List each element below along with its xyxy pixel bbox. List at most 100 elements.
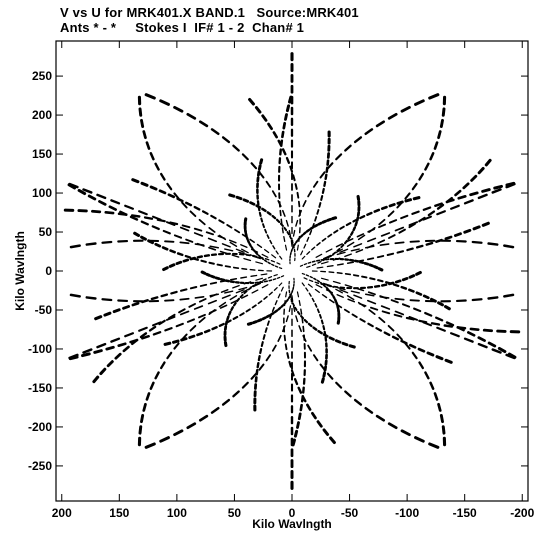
uv-track-dash (443, 324, 454, 328)
uv-track-dash (450, 332, 460, 338)
uv-track-dash (264, 258, 270, 261)
uv-track-dash (262, 278, 267, 282)
uv-track-dash (240, 244, 248, 248)
uv-track-dash (245, 253, 252, 257)
uv-track-dash (302, 200, 307, 208)
uv-track-dash (309, 275, 313, 279)
uv-track-dash (283, 334, 287, 342)
uv-track-dash (232, 315, 239, 321)
uv-track-dash (315, 253, 323, 258)
x-tick-label: 100 (167, 506, 187, 520)
uv-track-dash (141, 334, 150, 340)
uv-track-dash (245, 308, 251, 313)
uv-track-dash (367, 322, 374, 328)
uv-track-dash (321, 187, 325, 194)
uv-track-dash (409, 240, 420, 243)
uv-track-dash (319, 171, 326, 179)
uv-track-dash (311, 246, 316, 251)
uv-track-dash (318, 202, 322, 208)
uv-track-dash (296, 191, 300, 199)
uv-track-dash (472, 225, 481, 231)
uv-track-dash (415, 244, 424, 249)
uv-track-dash (148, 325, 157, 332)
uv-track-dash (189, 324, 197, 332)
uv-track-dash (359, 318, 366, 323)
uv-track-dash (314, 288, 320, 294)
uv-track-dash (175, 322, 184, 328)
uv-track-dash (364, 406, 374, 414)
uv-track-dash (241, 381, 249, 389)
uv-track-dash (346, 241, 355, 247)
uv-track-dash (260, 341, 264, 348)
uv-track-dash (322, 325, 326, 331)
uv-track-dash (188, 334, 196, 339)
uv-track-dash (180, 337, 188, 342)
uv-track-dash (378, 223, 386, 229)
uv-track-dash (299, 234, 304, 238)
uv-track-dash (221, 398, 231, 406)
uv-track-dash (261, 316, 267, 321)
uv-track-dash (68, 355, 79, 361)
uv-track-dash (302, 231, 307, 236)
uv-track-dash (140, 181, 149, 187)
uv-track-dash (358, 302, 367, 307)
uv-track-dash (436, 326, 446, 332)
uv-track-dash (418, 361, 425, 370)
uv-track-dash (487, 242, 499, 246)
uv-track-dash (355, 249, 364, 253)
uv-track-dash (188, 303, 196, 308)
uv-track-dash (131, 338, 139, 346)
uv-track-dash (138, 107, 143, 117)
uv-track-dash (286, 231, 290, 236)
uv-track-dash (122, 305, 131, 310)
uv-track-dash (285, 104, 291, 113)
uv-track-dash (166, 182, 173, 191)
uv-track-dash (154, 371, 160, 380)
uv-track-dash (292, 305, 296, 313)
uv-track-dash (189, 210, 197, 218)
uv-track-dash (326, 372, 334, 380)
uv-track-dash (364, 128, 374, 136)
uv-track-dash (294, 306, 298, 311)
uv-track-dash (375, 120, 386, 128)
uv-track-dash (411, 351, 418, 360)
uv-track-dash (186, 422, 197, 430)
uv-track-dash (463, 337, 474, 343)
uv-track-dash (377, 279, 384, 283)
uv-track-dash (232, 144, 240, 152)
uv-track-dash (344, 273, 352, 276)
uv-track-dash (435, 316, 444, 322)
uv-track-dash (203, 254, 211, 258)
uv-track-dash (208, 227, 216, 233)
uv-track-dash (367, 299, 377, 305)
uv-track-dash (198, 120, 209, 128)
uv-track-dash (282, 121, 287, 130)
uv-track-dash (266, 211, 272, 216)
uv-track-dash (267, 261, 271, 265)
y-tick-label: -100 (28, 342, 52, 356)
uv-track-dash (255, 369, 259, 376)
uv-track-dash (311, 260, 316, 263)
uv-track-dash (364, 293, 375, 297)
uv-track-dash (383, 331, 391, 337)
uv-track-dash (138, 210, 148, 216)
uv-track-dash (158, 189, 167, 195)
uv-track-dash (433, 392, 439, 401)
uv-track-dash (380, 283, 388, 287)
uv-track-dash (291, 245, 295, 250)
uv-track-dash (390, 299, 399, 304)
uv-track-dash (288, 229, 292, 237)
uv-track-dash (322, 284, 327, 288)
uv-track-dash (424, 162, 430, 171)
uv-track-dash (308, 279, 314, 283)
uv-track-dash (179, 297, 190, 301)
uv-track-dash (387, 422, 398, 430)
uv-track-dash (160, 293, 169, 298)
uv-track-dash (328, 289, 332, 294)
uv-track-dash (281, 227, 284, 234)
uv-track-dash (273, 274, 278, 277)
uv-track-dash (326, 265, 334, 268)
uv-track-dash (143, 216, 154, 220)
uv-track-dash (230, 306, 234, 312)
uv-track-dash (387, 210, 395, 218)
